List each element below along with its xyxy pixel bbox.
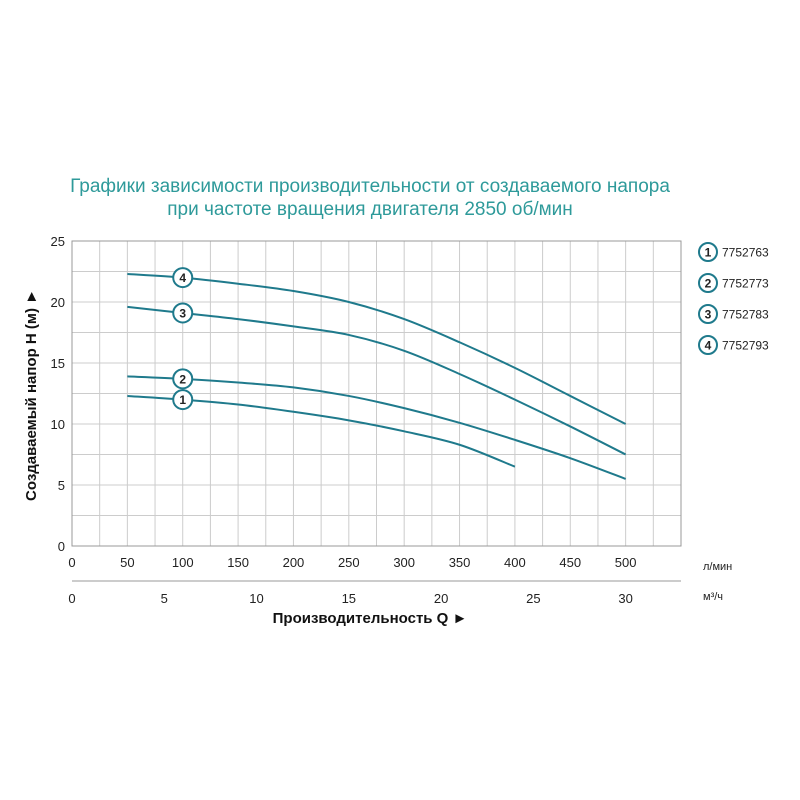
- x-tick-label-secondary: 25: [526, 591, 540, 606]
- series-line-2: [127, 375, 626, 480]
- series-badge-2: [172, 368, 194, 390]
- legend-badge-1: [698, 242, 718, 262]
- x-tick-label-secondary: 5: [161, 591, 168, 606]
- grid: [71, 240, 682, 547]
- legend: 1 7752763 2 7752773 3 7752783 4 7752793: [698, 242, 769, 355]
- series-badges: 1 2 3 4: [172, 267, 194, 411]
- x-unit-primary: л/мин: [703, 561, 732, 573]
- x-tick-label-primary: 50: [120, 555, 134, 570]
- series-badge-label: 3: [179, 306, 186, 320]
- x-tick-label-primary: 100: [172, 555, 194, 570]
- x-axis-title: Производительность Q ►: [273, 610, 468, 627]
- legend-entry: 7752773: [722, 277, 769, 291]
- legend-entry: 7752783: [722, 308, 769, 322]
- x-tick-label-primary: 350: [449, 555, 471, 570]
- x-tick-label-primary: 150: [227, 555, 249, 570]
- x-tick-label-primary: 200: [283, 555, 305, 570]
- legend-entry: 7752763: [722, 246, 769, 260]
- x-tick-label-secondary: 15: [342, 591, 356, 606]
- series-line-3: [127, 305, 627, 456]
- legend-badge-2: [698, 273, 718, 293]
- y-tick-label: 0: [58, 539, 65, 554]
- x-unit-secondary: м³/ч: [703, 591, 723, 603]
- x-tick-label-secondary: 20: [434, 591, 448, 606]
- x-tick-label-primary: 450: [559, 555, 581, 570]
- series-badge-3: [172, 302, 194, 324]
- legend-badge-label: 3: [705, 308, 712, 322]
- y-axis-title: Создаваемый напор H (м) ►: [23, 289, 40, 501]
- series-badge-label: 2: [179, 372, 186, 386]
- chart-title-line-1: Графики зависимости производительности о…: [70, 176, 670, 197]
- y-tick-label: 20: [51, 295, 65, 310]
- x-tick-label-primary: 0: [68, 555, 75, 570]
- x-axis-ticks-secondary: 0 5 10 15 20 25 30: [68, 591, 632, 606]
- x-tick-label-secondary: 30: [618, 591, 632, 606]
- series-badge-4: [172, 267, 194, 289]
- y-tick-label: 15: [51, 356, 65, 371]
- legend-badge-label: 4: [705, 339, 712, 353]
- series-line-4: [127, 272, 627, 425]
- series-badge-label: 4: [179, 271, 186, 285]
- legend-entry: 7752793: [722, 339, 769, 353]
- y-tick-label: 25: [51, 234, 65, 249]
- x-tick-label-primary: 400: [504, 555, 526, 570]
- legend-badge-4: [698, 335, 718, 355]
- chart-title-line-2: при частоте вращения двигателя 2850 об/м…: [167, 199, 573, 220]
- x-axis-ticks-primary: 0 50 100 150 200 250 300 350 400 450 500: [68, 555, 681, 582]
- y-tick-label: 5: [58, 478, 65, 493]
- x-tick-label-secondary: 0: [68, 591, 75, 606]
- y-axis-ticks: 0 5 10 15 20 25: [51, 234, 65, 554]
- x-tick-label-secondary: 10: [249, 591, 263, 606]
- plot-frame: [71, 240, 682, 547]
- series-layer: [127, 272, 627, 480]
- legend-badge-3: [698, 304, 718, 324]
- x-tick-label-primary: 500: [615, 555, 637, 570]
- x-tick-label-primary: 300: [393, 555, 415, 570]
- series-badge-1: [172, 389, 194, 411]
- series-badge-label: 1: [179, 393, 186, 407]
- legend-badge-label: 2: [705, 277, 712, 291]
- x-tick-label-primary: 250: [338, 555, 360, 570]
- y-tick-label: 10: [51, 417, 65, 432]
- legend-badge-label: 1: [705, 246, 712, 260]
